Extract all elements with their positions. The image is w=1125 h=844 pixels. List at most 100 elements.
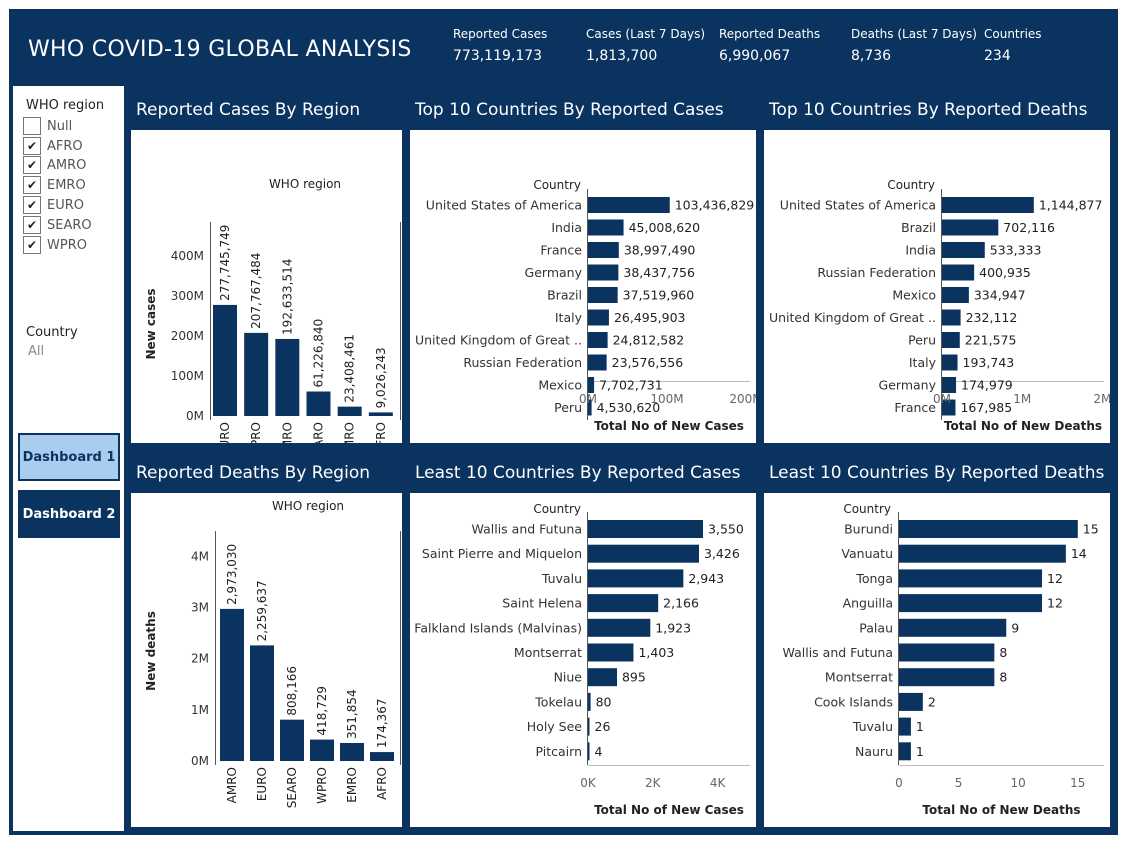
y-tick-label: France	[894, 400, 936, 415]
bar-value-label: 192,633,514	[280, 259, 294, 335]
y-tick-label: 4M	[191, 549, 209, 563]
bar-value-label: 4	[595, 744, 603, 759]
y-tick-label: Wallis and Futuna	[472, 522, 582, 537]
bar	[588, 717, 590, 736]
least-deaths-chart: Country15Burundi14Vanuatu12Tonga12Anguil…	[783, 502, 1104, 817]
bar	[942, 287, 969, 303]
kpi-deaths-7d-value: 8,736	[851, 48, 892, 64]
x-tick-label: EMRO	[345, 767, 359, 803]
checkbox-emro[interactable]: ✔	[23, 176, 41, 194]
region-filter-label: EURO	[47, 197, 84, 213]
region-filter-item-null[interactable]: Null	[23, 116, 72, 136]
checkbox-null[interactable]	[23, 117, 41, 135]
x-tick-label: 0K	[580, 776, 597, 790]
bar-value-label: 232,112	[966, 310, 1018, 325]
check-icon: ✔	[26, 178, 38, 192]
x-tick-label: WPRO	[249, 422, 263, 443]
y-tick-label: Nauru	[855, 744, 893, 759]
x-tick-label: EURO	[255, 767, 269, 801]
y-tick-label: Niue	[554, 670, 583, 685]
bar-value-label: 2,943	[688, 571, 724, 586]
panel-title: Reported Cases By Region	[131, 90, 402, 130]
y-tick-label: Germany	[879, 378, 937, 393]
y-tick-label: Tonga	[855, 571, 893, 586]
bar-value-label: 351,854	[345, 689, 359, 739]
y-tick-label: Wallis and Futuna	[783, 645, 893, 660]
checkbox-afro[interactable]: ✔	[23, 137, 41, 155]
y-tick-label: Saint Helena	[502, 596, 582, 611]
panel-title: Reported Deaths By Region	[131, 453, 402, 493]
y-tick-label: Germany	[525, 265, 583, 280]
y-tick-label: 100M	[171, 369, 204, 383]
bar	[942, 242, 985, 258]
kpi-countries-label: Countries	[984, 27, 1042, 41]
bar	[588, 309, 609, 326]
region-filter-label: EMRO	[47, 177, 86, 193]
bar	[942, 354, 958, 371]
checkbox-wpro[interactable]: ✔	[23, 236, 41, 254]
bar-value-label: 23,408,461	[343, 334, 357, 403]
checkbox-euro[interactable]: ✔	[23, 196, 41, 214]
bar	[588, 219, 624, 236]
y-axis-label: New deaths	[144, 611, 158, 691]
bar	[588, 377, 595, 393]
region-filter-item-emro[interactable]: ✔ EMRO	[23, 175, 86, 195]
legend-title: WHO region	[272, 499, 344, 513]
bar	[899, 692, 923, 711]
bar	[370, 752, 394, 761]
bar-value-label: 1,144,877	[1039, 198, 1103, 213]
y-tick-label: Italy	[555, 310, 583, 325]
bar	[588, 594, 659, 613]
bar	[213, 304, 237, 416]
bar-value-label: 174,367	[375, 698, 389, 748]
bar	[899, 717, 911, 736]
bar	[337, 406, 362, 416]
bar-value-label: 4,530,620	[597, 400, 661, 415]
y-tick-label: Vanuatu	[841, 546, 893, 561]
region-filter-item-wpro[interactable]: ✔ WPRO	[23, 235, 87, 255]
x-axis-label: Total No of New Cases	[594, 419, 744, 433]
bar-value-label: 9	[1011, 620, 1019, 635]
bar	[588, 242, 619, 258]
bar-value-label: 174,979	[961, 378, 1013, 393]
y-tick-label: France	[540, 243, 582, 258]
y-tick-label: Mexico	[892, 288, 936, 303]
bar-value-label: 8	[999, 670, 1007, 685]
category-header: Country	[533, 502, 581, 516]
bar	[588, 742, 590, 761]
dashboard-1-button[interactable]: Dashboard 1	[18, 433, 120, 481]
x-axis-label: Total No of New Deaths	[922, 803, 1080, 817]
deaths-by-region-chart: WHO region 0M 1M 2M 3M 4M New deaths 2,973,030 A…	[144, 499, 401, 808]
legend-title: WHO region	[269, 177, 341, 191]
country-filter-value[interactable]: All	[28, 344, 45, 359]
region-filter-label: AMRO	[47, 157, 87, 173]
x-tick-label: 15	[1070, 776, 1085, 790]
y-tick-label: United States of America	[426, 198, 582, 213]
panel-title: Least 10 Countries By Reported Deaths	[764, 453, 1110, 493]
x-tick-label: EMRO	[343, 422, 357, 443]
x-tick-label: 200M	[729, 392, 756, 406]
x-tick-label: 0M	[933, 392, 951, 406]
x-tick-label: 2K	[645, 776, 662, 790]
bar	[588, 332, 608, 348]
checkbox-amro[interactable]: ✔	[23, 156, 41, 174]
bar	[942, 377, 957, 393]
kpi-reported-cases-label: Reported Cases	[453, 27, 548, 41]
y-tick-label: Brazil	[901, 220, 936, 235]
bar-value-label: 418,729	[315, 686, 329, 736]
y-tick-label: Mexico	[538, 378, 582, 393]
checkbox-searo[interactable]: ✔	[23, 216, 41, 234]
dashboard-2-button[interactable]: Dashboard 2	[18, 490, 120, 538]
region-filter-item-searo[interactable]: ✔ SEARO	[23, 215, 92, 235]
bar	[310, 739, 334, 761]
y-tick-label: 1M	[191, 703, 209, 717]
region-filter-item-afro[interactable]: ✔ AFRO	[23, 136, 83, 156]
y-tick-label: 200M	[171, 329, 204, 343]
bar	[942, 197, 1034, 213]
region-filter-item-euro[interactable]: ✔ EURO	[23, 195, 84, 215]
bar	[899, 569, 1043, 588]
y-tick-label: 300M	[171, 289, 204, 303]
region-filter-item-amro[interactable]: ✔ AMRO	[23, 155, 86, 175]
bar	[588, 569, 684, 588]
bar-value-label: 1,923	[655, 620, 691, 635]
